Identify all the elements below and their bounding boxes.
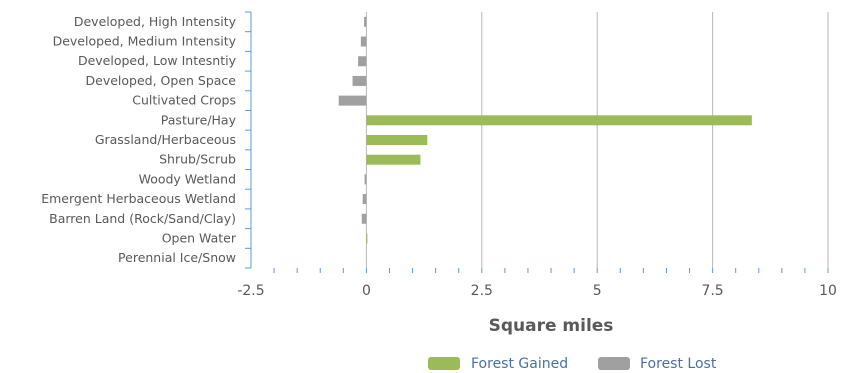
category-label-6: Grassland/Herbaceous [95,132,236,147]
bars [338,16,752,244]
category-label-1: Developed, Medium Intensity [53,34,237,49]
legend-swatch-0 [428,357,460,370]
bar-gained-6 [366,135,428,145]
category-labels: Developed, High Intensity Developed, Medi… [41,14,237,265]
category-label-3: Developed, Open Space [86,73,237,88]
bar-lost-8 [364,174,367,185]
category-label-12: Perennial Ice/Snow [118,250,236,265]
category-label-4: Cultivated Crops [132,93,236,108]
x-tick-labels: -2.5 0 2.5 5 7.5 10 [237,283,837,299]
bar-lost-3 [352,75,367,86]
bar-lost-0 [364,16,367,27]
x-tick-label-1: 0 [362,283,371,299]
legend-label-0: Forest Gained [471,356,568,372]
legend-label-1: Forest Lost [640,356,717,372]
bar-lost-10 [361,213,367,224]
bar-lost-1 [360,36,367,47]
gridlines [365,12,829,268]
x-tick-label-2: 2.5 [471,283,493,299]
category-label-9: Emergent Herbaceous Wetland [41,191,236,206]
bar-lost-2 [358,56,367,67]
category-label-8: Woody Wetland [139,171,236,186]
bar-gained-7 [366,154,421,165]
category-label-0: Developed, High Intensity [74,14,237,29]
x-tick-label-4: 7.5 [701,283,723,299]
category-label-7: Shrub/Scrub [159,152,236,167]
category-label-2: Developed, Low Intesntiy [78,53,237,68]
x-tick-label-3: 5 [593,283,602,299]
x-tick-label-5: 10 [819,283,837,299]
bar-lost-9 [362,194,367,205]
legend: Forest Gained Forest Lost [428,356,717,372]
bar-gained-5 [366,115,752,126]
category-label-10: Barren Land (Rock/Sand/Clay) [49,211,236,226]
bar-lost-4 [338,95,367,106]
x-axis-title: Square miles [489,316,614,336]
bar-gained-11 [366,233,368,244]
category-label-11: Open Water [162,230,237,245]
x-tick-label-0: -2.5 [237,283,264,299]
category-axis [245,11,829,273]
category-label-5: Pasture/Hay [161,112,237,127]
legend-swatch-1 [598,357,630,370]
